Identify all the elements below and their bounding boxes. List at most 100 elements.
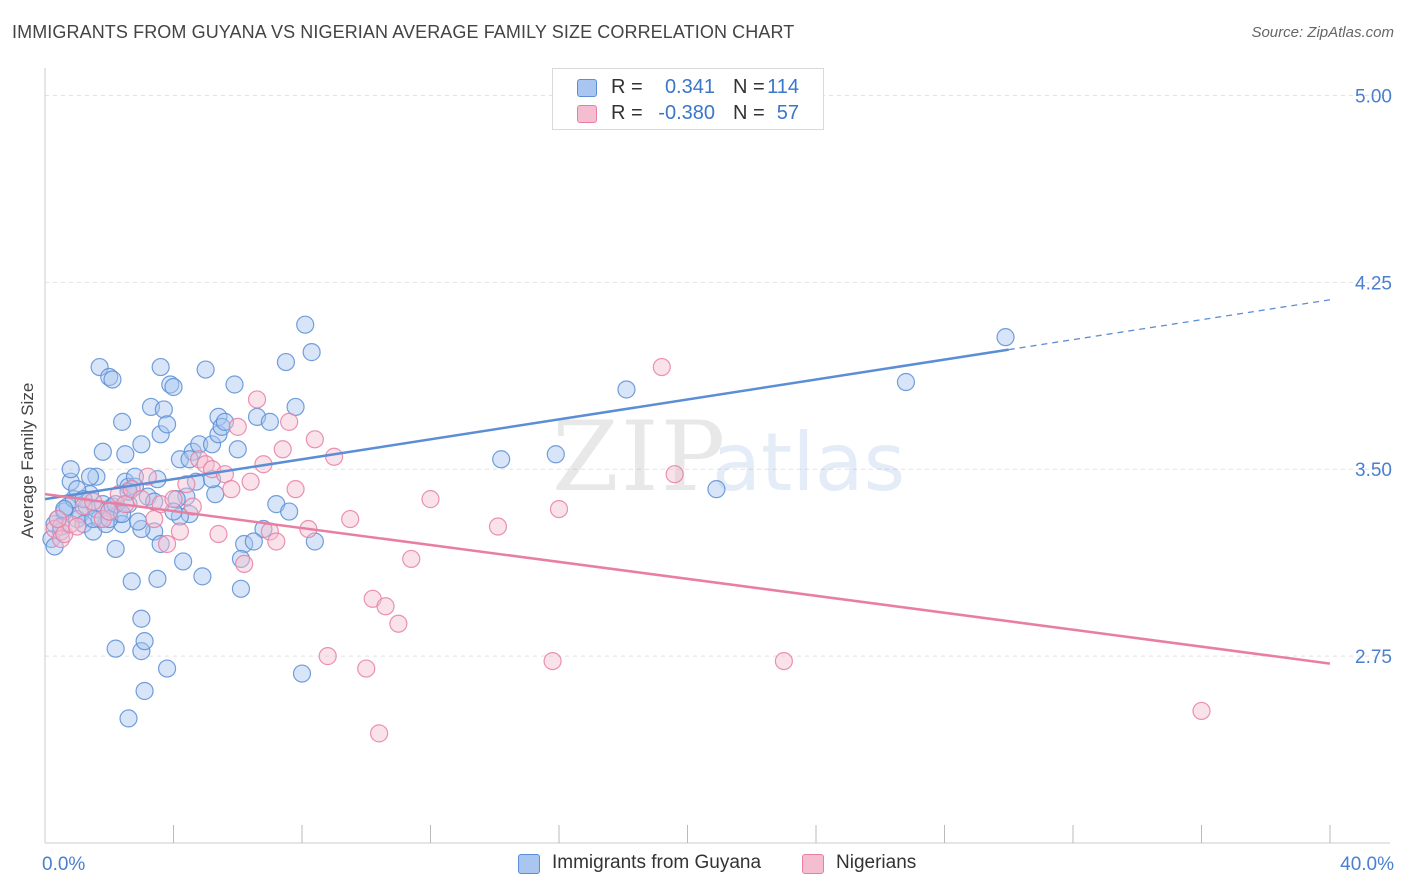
swatch-guyana [577,79,597,97]
data-point [151,425,170,444]
axes [44,68,1390,844]
data-point [68,517,87,536]
data-point [151,534,170,554]
data-point [231,549,251,569]
data-point [222,480,241,499]
data-point [90,357,109,377]
swatch-nigerians [577,105,597,123]
data-point [132,435,151,454]
trend-lines [44,299,1331,665]
x-tick-label: 40.0% [1340,854,1394,875]
legend-label-guyana: Immigrants from Guyana [552,852,762,873]
data-point [48,509,67,529]
data-point [193,567,212,586]
data-point [280,502,299,521]
data-point [665,465,684,484]
r-value: 0.341 [664,76,715,98]
trend-line [44,348,1009,501]
chart-title: IMMIGRANTS FROM GUYANA VS NIGERIAN AVERA… [12,22,795,42]
data-point [135,681,154,701]
data-point [55,499,74,519]
data-point [260,412,279,431]
r-label: R = [611,102,643,124]
data-point [51,529,71,549]
data-point [488,517,508,536]
data-point [241,472,260,491]
data-point [244,532,263,551]
data-point [280,412,299,431]
data-point [145,509,164,529]
data-point [170,522,190,541]
y-tick-label: 3.50 [1355,460,1392,481]
series-legend: Immigrants from Guyana Nigerians [0,852,1406,878]
y-tick-label: 4.25 [1355,273,1392,294]
watermark: ZIP atlas [552,401,905,513]
data-point [707,480,726,499]
data-point [325,447,344,466]
data-point [209,524,228,544]
y-axis-label: Average Family Size [18,383,37,539]
trend-line [44,492,1331,665]
series-guyana-points [42,315,1015,728]
data-point [135,632,154,651]
tick-labels: 5.00 4.25 3.50 2.75 0.0% 40.0% [42,86,1394,875]
data-point [106,639,125,658]
data-point [652,357,671,377]
data-point [1192,701,1211,721]
stats-row-nigerians: R = -0.380 N = 57 [553,102,823,126]
r-value: -0.380 [658,102,715,124]
data-point [100,367,119,387]
legend-swatch-nigerians [802,854,824,874]
data-point [161,375,180,394]
data-point [206,485,225,504]
data-point [177,475,196,494]
data-point [296,315,315,334]
data-point [376,597,395,616]
data-point [202,435,222,454]
data-point [421,490,440,509]
n-label: N = [733,102,765,124]
data-point [235,554,254,574]
data-point [148,569,167,588]
data-point [231,579,251,598]
data-point [129,512,148,531]
data-point [267,532,286,551]
data-point [61,472,80,491]
data-point [61,460,80,479]
data-point [93,509,112,529]
data-point [80,467,100,486]
data-point [774,651,793,671]
data-point [286,397,305,417]
y-tick-label: 2.75 [1355,647,1392,668]
data-point [543,651,562,671]
data-point [106,539,125,559]
data-point [157,415,177,434]
data-point [154,400,173,419]
data-point [402,549,421,569]
data-point [183,497,202,516]
data-point [138,467,157,486]
source-label: Source: ZipAtlas.com [1251,24,1394,41]
x-tick-label: 0.0% [42,854,85,875]
data-point [546,445,565,464]
n-label: N = [733,76,765,98]
watermark-zip: ZIP [552,401,727,513]
data-point [896,372,916,392]
data-point [196,360,215,379]
data-point [292,664,312,683]
data-point [112,412,132,431]
data-point [341,509,360,529]
data-point [132,609,151,628]
data-point [100,502,119,521]
data-point [93,442,112,461]
stats-legend: R = 0.341 N = 114 R = -0.380 N = 57 [552,68,824,130]
data-point [228,417,247,436]
data-point [492,450,511,469]
data-point [151,357,170,377]
watermark-atlas: atlas [712,416,905,509]
data-point [132,642,151,661]
data-point [357,659,376,678]
data-point [305,430,324,449]
n-value: 114 [767,76,799,98]
